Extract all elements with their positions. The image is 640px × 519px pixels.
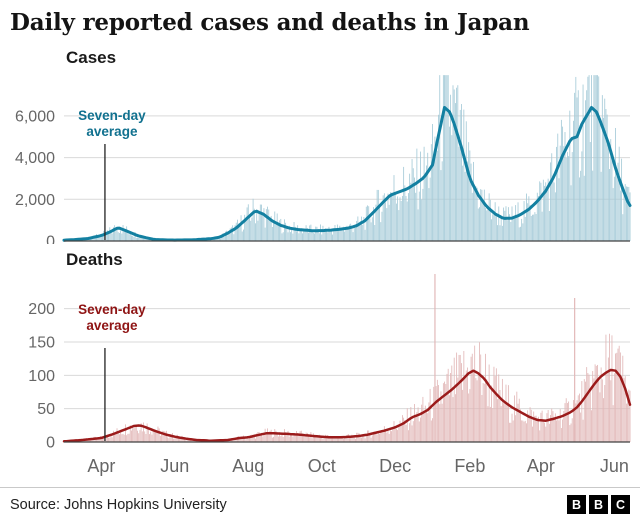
svg-text:150: 150 [28,335,55,352]
svg-text:Seven-day: Seven-day [78,302,146,317]
svg-text:Jun: Jun [160,456,189,476]
bbc-logo-block-c: C [611,495,630,515]
deaths-chart-title: Deaths [66,249,123,269]
svg-text:Jun: Jun [600,456,629,476]
cases-chart-title: Cases [66,47,117,67]
svg-text:Oct: Oct [308,456,336,476]
svg-text:200: 200 [28,301,55,318]
svg-text:average: average [86,318,138,333]
svg-text:0: 0 [46,233,55,244]
svg-text:Aug: Aug [232,456,264,476]
svg-text:Seven-day: Seven-day [78,108,146,123]
bbc-logo-block-b2: B [589,495,608,515]
svg-text:average: average [86,124,138,139]
svg-text:4,000: 4,000 [15,150,55,167]
svg-text:Apr: Apr [527,456,555,476]
bbc-logo-block-b1: B [567,495,586,515]
svg-text:0: 0 [46,435,55,452]
page-title: Daily reported cases and deaths in Japan [10,9,530,36]
bbc-logo: B B C [567,495,630,515]
source-text: Source: Johns Hopkins University [10,496,227,513]
footer: Source: Johns Hopkins University B B C [0,487,640,519]
svg-text:6,000: 6,000 [15,108,55,125]
svg-text:2,000: 2,000 [15,192,55,209]
svg-text:Dec: Dec [379,456,411,476]
svg-text:100: 100 [28,368,55,385]
svg-text:50: 50 [37,401,55,418]
svg-text:Feb: Feb [454,456,485,476]
svg-text:Apr: Apr [87,456,115,476]
